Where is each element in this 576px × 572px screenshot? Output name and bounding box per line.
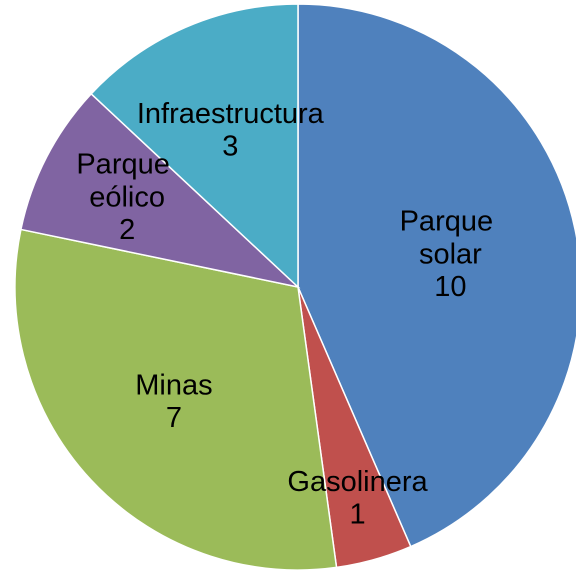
value-label: 2 [119, 214, 135, 246]
slice-label: Parque eólico [76, 148, 178, 213]
value-label: 3 [222, 130, 238, 162]
value-label: 10 [434, 271, 466, 303]
pie-slice [297, 3, 576, 548]
slice-label: Infraestructura [137, 97, 325, 129]
slice-label-line: Parque [400, 205, 502, 237]
pie-slice [14, 228, 338, 571]
slice-label-line: eólico [89, 181, 165, 213]
slice-label-line: solar [419, 238, 482, 270]
slice-label: Gasolinera [287, 466, 428, 498]
pie-slice [90, 3, 299, 289]
slice-label-line: Parque [76, 148, 178, 180]
slice-label: Minas [135, 369, 212, 401]
slice-label-line: Gasolinera [287, 466, 428, 498]
slice-label: Parque solar [400, 205, 502, 270]
pie-slice [20, 92, 301, 289]
value-label: 7 [166, 402, 182, 434]
value-label: 1 [349, 499, 365, 531]
slice-label-line: Infraestructura [137, 97, 325, 129]
slice-label-line: Minas [135, 369, 212, 401]
